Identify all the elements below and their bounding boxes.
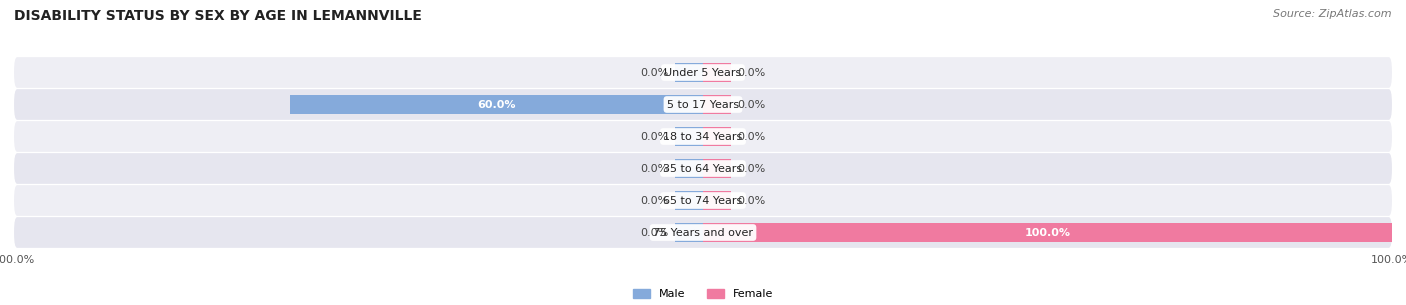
Bar [675, 223, 703, 242]
Text: Under 5 Years: Under 5 Years [665, 67, 741, 77]
Bar [290, 95, 703, 114]
Bar [675, 159, 703, 178]
FancyBboxPatch shape [14, 89, 1392, 120]
Bar [675, 63, 703, 82]
FancyBboxPatch shape [14, 57, 1392, 88]
Text: 0.0%: 0.0% [640, 228, 669, 238]
Bar [703, 127, 731, 146]
Bar [703, 95, 731, 114]
Text: 0.0%: 0.0% [640, 67, 669, 77]
Text: 0.0%: 0.0% [640, 131, 669, 142]
Text: 65 to 74 Years: 65 to 74 Years [664, 196, 742, 206]
Bar [675, 127, 703, 146]
Text: 0.0%: 0.0% [640, 196, 669, 206]
Text: 75 Years and over: 75 Years and over [652, 228, 754, 238]
FancyBboxPatch shape [14, 121, 1392, 152]
Text: Source: ZipAtlas.com: Source: ZipAtlas.com [1274, 9, 1392, 19]
Text: DISABILITY STATUS BY SEX BY AGE IN LEMANNVILLE: DISABILITY STATUS BY SEX BY AGE IN LEMAN… [14, 9, 422, 23]
Text: 0.0%: 0.0% [738, 131, 766, 142]
Bar [703, 159, 731, 178]
Text: 35 to 64 Years: 35 to 64 Years [664, 163, 742, 174]
Legend: Male, Female: Male, Female [633, 289, 773, 299]
Text: 100.0%: 100.0% [1025, 228, 1070, 238]
FancyBboxPatch shape [14, 217, 1392, 248]
Text: 0.0%: 0.0% [738, 99, 766, 109]
Bar [675, 191, 703, 210]
Text: 5 to 17 Years: 5 to 17 Years [666, 99, 740, 109]
FancyBboxPatch shape [14, 185, 1392, 216]
Text: 0.0%: 0.0% [738, 67, 766, 77]
Text: 0.0%: 0.0% [738, 196, 766, 206]
Bar [703, 63, 731, 82]
Bar [703, 191, 731, 210]
Text: 60.0%: 60.0% [477, 99, 516, 109]
Bar [703, 223, 1392, 242]
Text: 0.0%: 0.0% [640, 163, 669, 174]
Text: 0.0%: 0.0% [738, 163, 766, 174]
Text: 18 to 34 Years: 18 to 34 Years [664, 131, 742, 142]
FancyBboxPatch shape [14, 153, 1392, 184]
